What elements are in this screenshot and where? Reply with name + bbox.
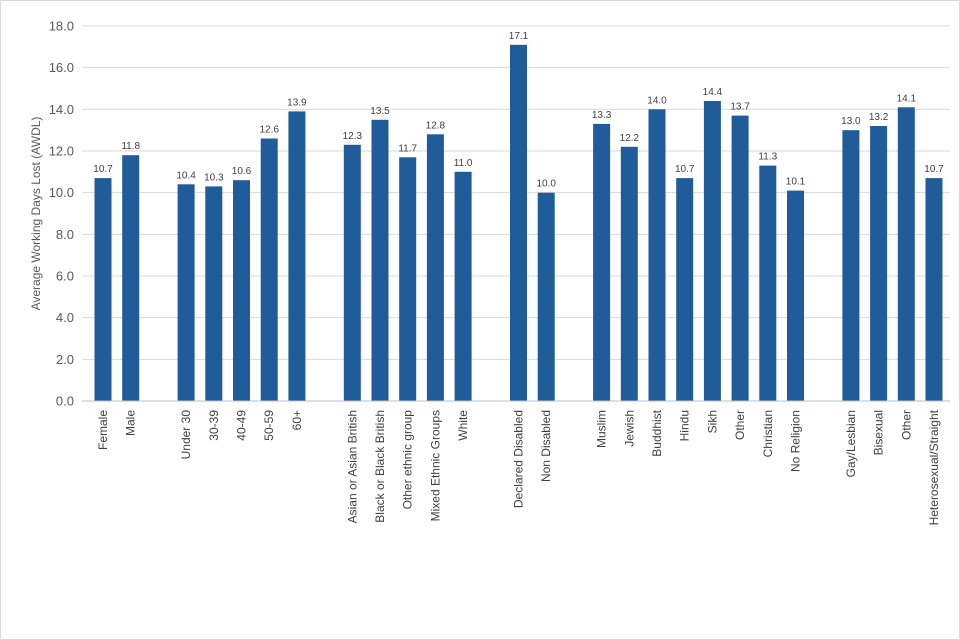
bar: [343, 144, 361, 402]
y-tick-label: 0.0: [56, 394, 74, 409]
bar: [399, 157, 417, 401]
bar: [205, 186, 223, 401]
data-label: 12.3: [343, 131, 363, 142]
bar: [288, 111, 306, 402]
category-label: Gay/Lesbian: [844, 410, 858, 477]
data-label: 12.8: [426, 120, 446, 131]
category-label: Male: [124, 410, 138, 436]
data-label: 14.1: [897, 93, 917, 104]
data-label: 13.2: [869, 112, 889, 123]
category-label: Female: [96, 410, 110, 450]
y-tick-label: 18.0: [49, 19, 74, 34]
data-label: 11.3: [758, 152, 777, 163]
category-label: 60+: [290, 410, 304, 430]
data-label: 13.9: [287, 97, 307, 108]
category-label: Black or Black British: [373, 410, 387, 523]
data-label: 17.1: [509, 31, 529, 42]
category-label: Asian or Asian British: [345, 410, 359, 523]
data-label: 13.0: [841, 116, 861, 127]
category-label: Bisexual: [872, 410, 886, 455]
bar: [537, 192, 555, 401]
bar: [842, 130, 860, 401]
bar: [593, 123, 611, 402]
data-label: 11.8: [121, 141, 140, 152]
y-tick-label: 2.0: [56, 352, 74, 367]
bar: [510, 44, 527, 402]
y-tick-label: 14.0: [49, 102, 74, 117]
data-label: 14.4: [703, 87, 723, 98]
data-label: 10.7: [93, 164, 113, 175]
data-label: 10.4: [176, 170, 196, 181]
category-labels: Female Male Under 30 30-39 40-49 50-59 60+ Asia…: [96, 409, 941, 525]
category-label: Declared Disabled: [512, 410, 526, 508]
bar: [620, 146, 638, 401]
category-label: White: [456, 410, 470, 441]
bar: [676, 178, 694, 401]
data-label: 13.7: [730, 102, 750, 113]
data-label: 11.7: [398, 143, 417, 154]
data-label: 11.0: [454, 158, 473, 169]
bar: [870, 126, 888, 401]
category-label: Hindu: [678, 410, 692, 441]
bar: [454, 171, 472, 401]
bar: [426, 134, 444, 402]
data-label: 12.2: [620, 133, 640, 144]
y-tick-label: 6.0: [56, 269, 74, 284]
category-label: Buddhist: [650, 409, 664, 456]
bar: [122, 155, 140, 401]
y-tick-label: 4.0: [56, 310, 74, 325]
category-label: Under 30: [179, 410, 193, 460]
category-label: No Religion: [789, 410, 803, 472]
category-label: Muslim: [595, 410, 609, 448]
category-label: Other ethnic group: [401, 410, 415, 510]
bar: [787, 190, 804, 401]
category-label: Heterosexual/Straight: [927, 409, 941, 525]
y-tick-label: 12.0: [49, 144, 74, 159]
y-tick-label: 10.0: [49, 185, 74, 200]
category-label: Jewish: [622, 410, 636, 447]
y-axis-ticks: 0.0 2.0 4.0 6.0 8.0 10.0 12.0 14.0 16.0 18.0: [49, 19, 74, 409]
category-label: 40-49: [235, 410, 249, 441]
bar: [648, 109, 666, 402]
category-label: Sikh: [705, 410, 719, 433]
bar: [897, 107, 915, 402]
category-label: Other: [733, 410, 747, 440]
y-tick-label: 8.0: [56, 227, 74, 242]
bar: [759, 165, 777, 401]
data-label: 10.7: [924, 164, 944, 175]
bar: [94, 178, 112, 401]
data-label: 10.6: [232, 166, 252, 177]
category-label: 50-59: [262, 410, 276, 441]
data-label: 13.3: [592, 110, 612, 121]
bar: [731, 115, 749, 401]
data-label: 10.0: [536, 179, 556, 190]
bar: [703, 101, 721, 401]
y-axis-title: Average Working Days Lost (AWDL): [29, 117, 43, 311]
data-label: 13.5: [370, 106, 390, 117]
category-label: Other: [899, 410, 913, 440]
bar: [233, 180, 250, 401]
data-label: 10.1: [786, 177, 806, 188]
bar: [177, 184, 195, 401]
bar: [371, 119, 389, 402]
bar: [260, 138, 278, 401]
category-label: Mixed Ethnic Groups: [428, 410, 442, 521]
data-label: 10.3: [204, 172, 224, 183]
data-labels: 10.7 11.8 10.4 10.3 10.6 12.6 13.9 12.3 13.5 11.7…: [93, 31, 944, 190]
bar: [925, 178, 943, 401]
category-label: Christian: [761, 410, 775, 457]
category-label: 30-39: [207, 410, 221, 441]
data-label: 12.6: [259, 125, 279, 136]
bars: [94, 44, 943, 402]
category-label: Non Disabled: [539, 410, 553, 482]
data-label: 10.7: [675, 164, 695, 175]
y-tick-label: 16.0: [49, 60, 74, 75]
data-label: 14.0: [647, 95, 667, 106]
